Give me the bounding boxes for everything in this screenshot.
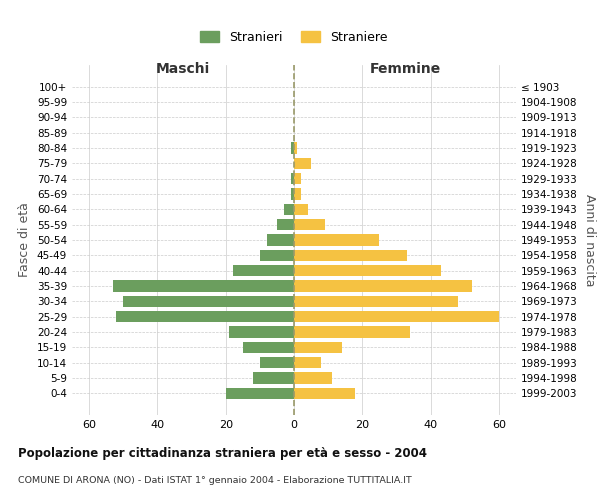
Bar (290, 142, 294, 154)
Bar (290, 173, 294, 184)
Bar (233, 265, 294, 276)
Legend: Stranieri, Straniere: Stranieri, Straniere (196, 26, 392, 49)
Bar (113, 280, 294, 292)
Bar (266, 234, 294, 246)
Bar (277, 219, 294, 230)
Y-axis label: Anni di nascita: Anni di nascita (583, 194, 596, 286)
Bar (294, 296, 458, 307)
Bar (294, 234, 379, 246)
Bar (294, 372, 332, 384)
Bar (294, 265, 441, 276)
Bar (294, 280, 472, 292)
Bar (260, 250, 294, 261)
Bar (294, 342, 342, 353)
Bar (294, 388, 355, 399)
Text: Maschi: Maschi (156, 62, 210, 76)
Bar (123, 296, 294, 307)
Text: COMUNE DI ARONA (NO) - Dati ISTAT 1° gennaio 2004 - Elaborazione TUTTITALIA.IT: COMUNE DI ARONA (NO) - Dati ISTAT 1° gen… (18, 476, 412, 485)
Bar (229, 326, 294, 338)
Bar (294, 250, 407, 261)
Bar (294, 219, 325, 230)
Text: Popolazione per cittadinanza straniera per età e sesso - 2004: Popolazione per cittadinanza straniera p… (18, 448, 427, 460)
Bar (253, 372, 294, 384)
Y-axis label: Fasce di età: Fasce di età (19, 202, 31, 278)
Text: Femmine: Femmine (370, 62, 440, 76)
Bar (294, 142, 298, 154)
Bar (243, 342, 294, 353)
Bar (116, 311, 294, 322)
Bar (294, 357, 322, 368)
Bar (226, 388, 294, 399)
Bar (260, 357, 294, 368)
Bar (284, 204, 294, 215)
Bar (294, 173, 301, 184)
Bar (294, 311, 499, 322)
Bar (294, 188, 301, 200)
Bar (294, 204, 308, 215)
Bar (294, 158, 311, 169)
Bar (294, 326, 410, 338)
Bar (290, 188, 294, 200)
